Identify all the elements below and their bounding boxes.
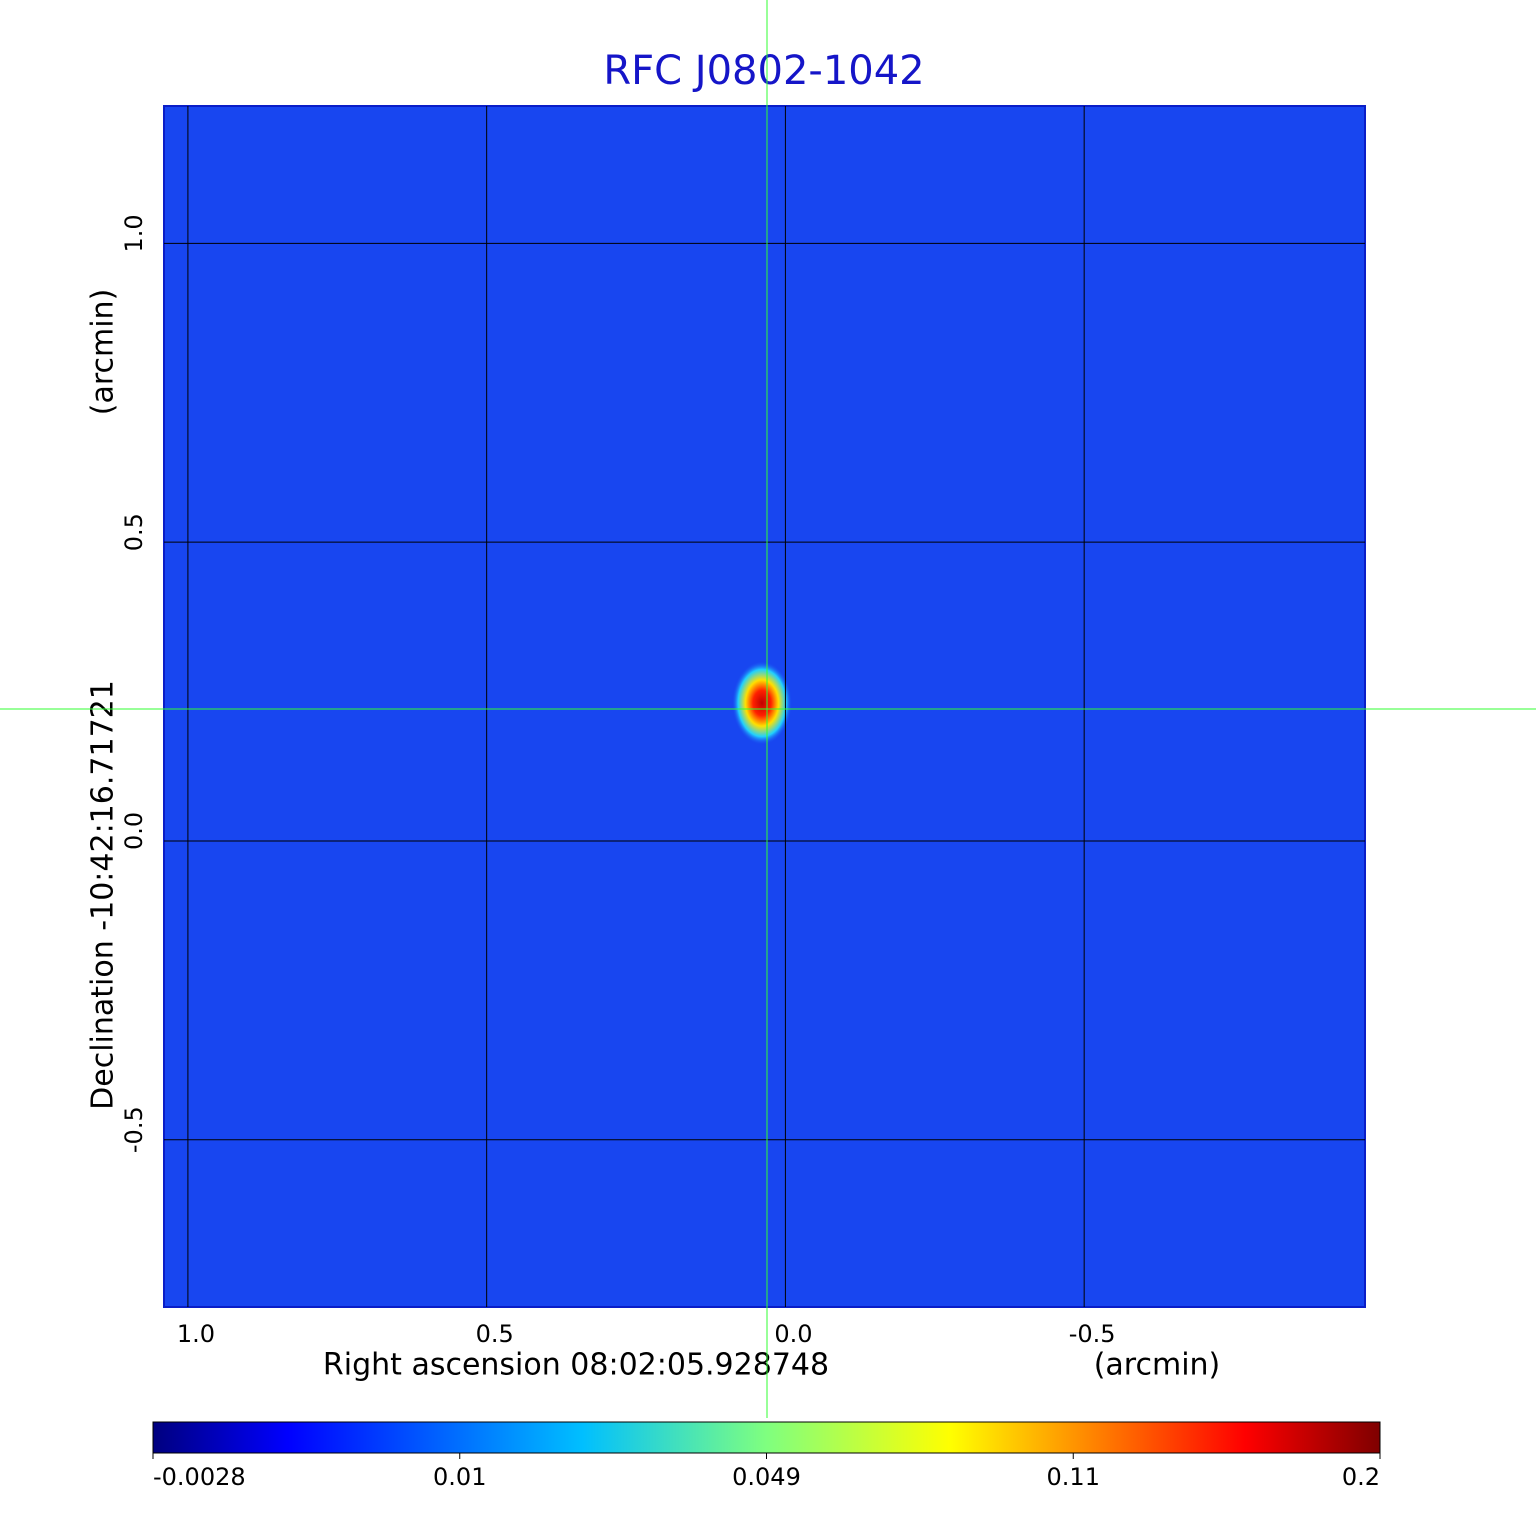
chart-title: RFC J0802-1042: [603, 48, 924, 94]
y-axis-unit: (arcmin): [86, 289, 121, 416]
y-tick-label: 0.5: [120, 513, 148, 551]
x-axis-unit: (arcmin): [1094, 1348, 1221, 1383]
x-axis-label: Right ascension 08:02:05.928748: [323, 1348, 829, 1383]
y-tick-label: 0.0: [120, 812, 148, 850]
source: [732, 661, 792, 745]
colorbar: [152, 1421, 1381, 1454]
y-tick-label: -0.5: [120, 1106, 148, 1153]
x-tick-label: -0.5: [1069, 1320, 1116, 1348]
y-tick-label: 1.0: [120, 214, 148, 252]
colorbar-tick-label: 0.01: [433, 1463, 486, 1491]
colorbar-tick-label: -0.0028: [153, 1463, 246, 1491]
colorbar-tick-label: 0.049: [732, 1463, 801, 1491]
x-tick-label: 1.0: [177, 1320, 215, 1348]
colorbar-tick-label: 0.11: [1047, 1463, 1100, 1491]
colorbar-tick-label: 0.2: [1342, 1463, 1380, 1491]
y-axis-label: Declination -10:42:16.71721: [86, 680, 121, 1110]
x-tick-label: 0.5: [476, 1320, 514, 1348]
x-tick-label: 0.0: [774, 1320, 812, 1348]
